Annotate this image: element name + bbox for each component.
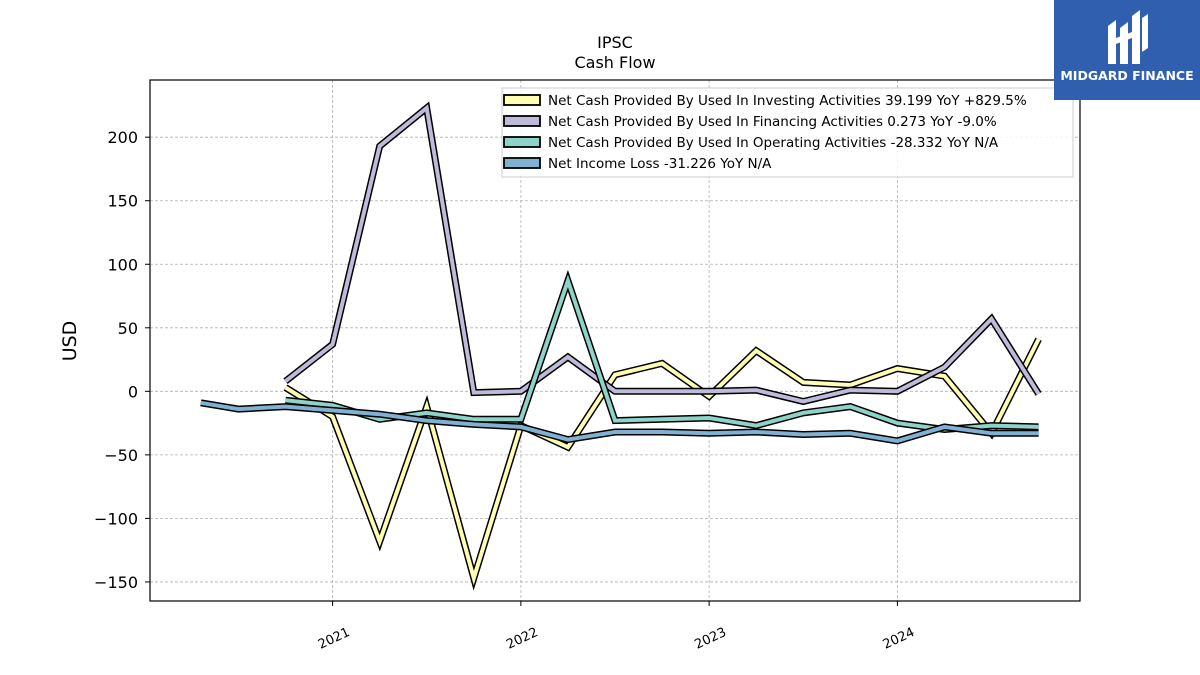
brand-logo: MIDGARD FINANCE: [1054, 0, 1200, 100]
series-line: [284, 338, 1041, 586]
y-tick-label: 150: [107, 192, 138, 211]
legend-swatch: [503, 94, 541, 106]
y-tick-label: 0: [128, 382, 138, 401]
plot-frame: [149, 79, 1081, 602]
brand-mark-icon: [1108, 10, 1148, 64]
legend-box: [501, 87, 1074, 178]
series-lines: [200, 101, 1042, 591]
legend: Net Cash Provided By Used In Investing A…: [501, 87, 1074, 178]
legend-label: Net Income Loss -31.226 YoY N/A: [548, 156, 772, 172]
y-tick-label: 100: [107, 255, 138, 274]
x-axis: 2021 2022 2023 2024: [316, 601, 917, 653]
legend-label: Net Cash Provided By Used In Operating A…: [548, 135, 999, 151]
legend-swatch: [503, 136, 541, 148]
y-tick-label: 50: [118, 319, 138, 338]
legend-label: Net Cash Provided By Used In Investing A…: [548, 93, 1027, 109]
series-line: [200, 400, 1039, 443]
y-tick-label: −50: [104, 446, 138, 465]
series-line: [284, 104, 1041, 404]
y-tick-label: −150: [94, 573, 138, 592]
y-axis: −150 −100 −50 0 50 100 150 200: [94, 128, 150, 592]
x-tick-label: 2024: [881, 625, 917, 653]
chart-title: IPSC: [597, 33, 633, 52]
legend-label: Net Cash Provided By Used In Financing A…: [548, 114, 997, 130]
legend-swatch: [503, 115, 541, 127]
chart-subtitle: Cash Flow: [574, 53, 655, 72]
brand-name: MIDGARD FINANCE: [1060, 68, 1194, 83]
x-tick-label: 2022: [504, 625, 540, 653]
legend-swatch: [503, 157, 541, 169]
x-tick-label: 2023: [692, 625, 728, 653]
y-axis-label: USD: [59, 321, 81, 362]
y-tick-label: 200: [107, 128, 138, 147]
y-tick-label: −100: [94, 509, 138, 528]
x-tick-label: 2021: [316, 625, 352, 653]
series-line-outline: [285, 269, 1039, 434]
series-line: [285, 274, 1039, 432]
